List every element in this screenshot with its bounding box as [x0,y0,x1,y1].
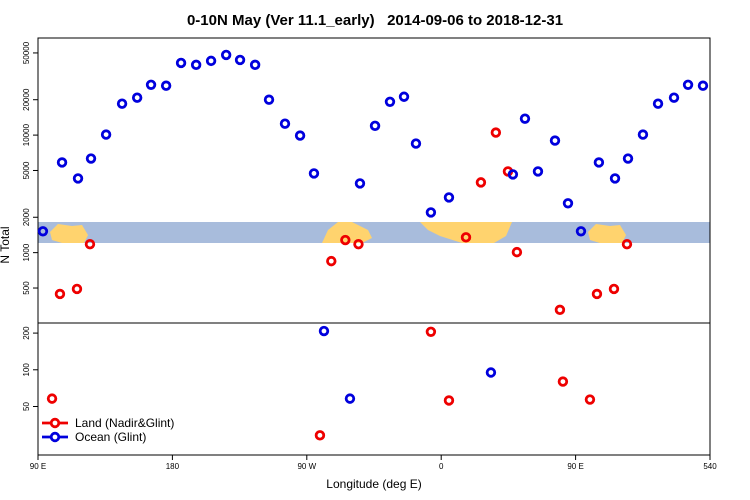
point [279,118,291,129]
point [591,288,603,300]
point [54,288,66,300]
point [190,59,202,71]
point [668,92,680,103]
point [485,367,497,378]
point [475,177,487,188]
point [131,92,143,103]
point [46,393,58,404]
point [460,232,472,243]
point [340,234,351,246]
point [160,80,172,91]
point [318,325,330,337]
x-tick-label: 540 [703,462,717,471]
y-tick-label: 50 [22,401,31,410]
y-tick-label: 50000 [22,41,31,64]
point [344,393,356,404]
point [220,49,232,61]
x-tick-label: 0 [439,462,444,471]
y-tick-label: 2000 [22,208,31,226]
point [608,283,620,295]
y-tick-label: 100 [22,363,31,377]
point [56,157,68,168]
point [557,376,569,387]
point [234,54,246,66]
point [314,430,326,441]
y-tick-label: 10000 [22,123,31,146]
point [490,127,502,138]
point [425,207,437,218]
legend-label: Land (Nadir&Glint) [75,416,174,430]
point [562,198,574,209]
x-tick-label: 180 [166,462,180,471]
point [354,178,366,189]
point [637,129,649,140]
point [84,238,96,250]
point [554,304,566,316]
point [116,98,128,109]
y-tick-label: 1000 [22,243,31,261]
y-tick-label: 20000 [22,88,31,111]
y-tick-label: 5000 [22,161,31,179]
point [682,79,694,90]
point [549,135,561,146]
y-axis-label: N Total [0,226,12,263]
plot-frame [37,37,711,456]
point [425,326,437,337]
point [294,130,306,141]
point [443,395,455,406]
map-band [38,222,710,243]
point [697,80,709,91]
point [511,246,523,258]
point [369,120,381,131]
point [622,153,634,164]
point [519,113,531,124]
point [507,169,519,180]
legend-marker [49,431,61,443]
legend-marker [49,417,61,429]
point [532,166,544,177]
point [326,255,337,267]
x-tick-label: 90 E [30,462,46,471]
point [398,91,410,102]
point [37,226,49,237]
point [384,96,396,107]
point [593,157,605,168]
y-tick-label: 500 [22,281,31,295]
x-tick-label: 90 W [297,462,316,471]
point [205,55,217,67]
point [410,138,422,149]
point [175,57,187,69]
point [85,153,97,164]
point [652,98,664,109]
point [584,394,596,405]
point [263,94,275,105]
point [100,129,112,140]
point [72,173,84,184]
point [71,283,83,295]
x-tick-label: 90 E [567,462,583,471]
point [145,79,157,90]
point [609,173,621,184]
chart-title: 0-10N May (Ver 11.1_early) 2014-09-06 to… [187,12,563,29]
point [621,238,633,250]
legend-label: Ocean (Glint) [75,430,146,444]
point [443,192,455,203]
point [308,168,320,179]
point [353,238,364,250]
point [575,226,587,237]
point [249,59,261,71]
y-tick-label: 200 [22,326,31,340]
x-axis-label: Longitude (deg E) [326,477,421,491]
